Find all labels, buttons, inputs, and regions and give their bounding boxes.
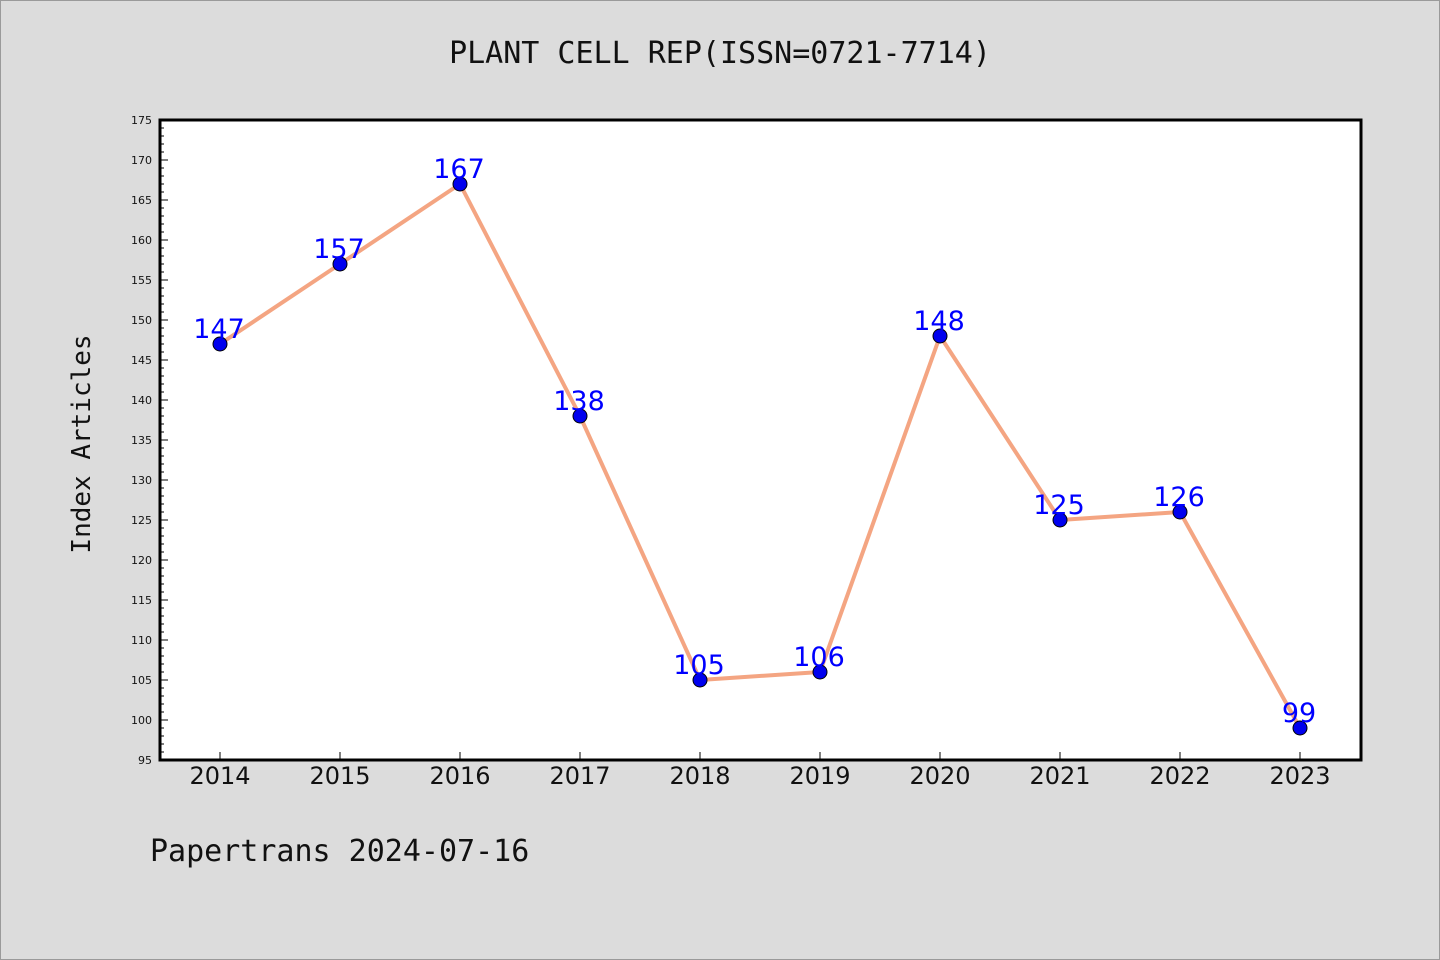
y-tick-label: 95 (138, 754, 152, 767)
chart-title: PLANT CELL REP(ISSN=0721-7714) (449, 36, 991, 71)
series-line (218, 182, 1302, 729)
data-label: 147 (193, 314, 245, 345)
x-tick-label: 2016 (429, 762, 490, 790)
x-tick-label: 2021 (1029, 762, 1090, 790)
data-label: 148 (913, 306, 965, 337)
data-point (452, 176, 468, 192)
data-point (692, 672, 708, 688)
y-tick-label: 110 (131, 634, 152, 647)
data-label: 125 (1033, 490, 1085, 521)
x-tick-label: 2022 (1149, 762, 1210, 790)
x-tick-label: 2014 (189, 762, 250, 790)
plot-area (158, 118, 1363, 762)
x-tick-label: 2017 (549, 762, 610, 790)
y-tick-label: 100 (131, 714, 152, 727)
y-tick-label: 160 (131, 234, 152, 247)
y-axis-label: Index Articles (67, 334, 97, 553)
x-tick-label: 2020 (909, 762, 970, 790)
y-tick-label: 170 (131, 154, 152, 167)
x-axis: 2014 2015 2016 2017 2018 2019 2020 2021 2022 2023 (189, 752, 1331, 790)
data-label: 126 (1153, 482, 1205, 513)
data-label: 138 (553, 386, 605, 417)
y-tick-label: 115 (131, 594, 152, 607)
data-point (332, 256, 348, 272)
data-point (1292, 720, 1308, 736)
data-label: 157 (313, 234, 365, 265)
y-tick-label: 120 (131, 554, 152, 567)
y-tick-label: 155 (131, 274, 152, 287)
series-line-group (212, 176, 1308, 736)
y-axis: 95 100 105 110 115 120 125 130 135 140 145 150 155 16… (131, 114, 168, 767)
data-point (572, 408, 588, 424)
x-tick-label: 2019 (789, 762, 850, 790)
y-tick-label: 130 (131, 474, 152, 487)
data-point (812, 664, 828, 680)
y-tick-label: 145 (131, 354, 152, 367)
data-label: 105 (673, 650, 725, 681)
x-tick-label: 2018 (669, 762, 730, 790)
y-tick-label: 165 (131, 194, 152, 207)
y-tick-label: 175 (131, 114, 152, 127)
x-tick-label: 2015 (309, 762, 370, 790)
data-labels: 147 157 167 138 105 106 148 125 126 99 (193, 154, 1316, 729)
y-tick-label: 150 (131, 314, 152, 327)
y-tick-label: 125 (131, 514, 152, 527)
data-point (1052, 512, 1068, 528)
footer-watermark: Papertrans 2024-07-16 (150, 834, 530, 869)
y-tick-label: 135 (131, 434, 152, 447)
y-tick-label: 105 (131, 674, 152, 687)
data-point (212, 336, 228, 352)
data-point (932, 328, 948, 344)
y-tick-label: 140 (131, 394, 152, 407)
data-point (1172, 504, 1188, 520)
x-tick-label: 2023 (1269, 762, 1330, 790)
data-label: 99 (1282, 698, 1316, 729)
data-label: 106 (793, 642, 845, 673)
data-label: 167 (433, 154, 485, 185)
